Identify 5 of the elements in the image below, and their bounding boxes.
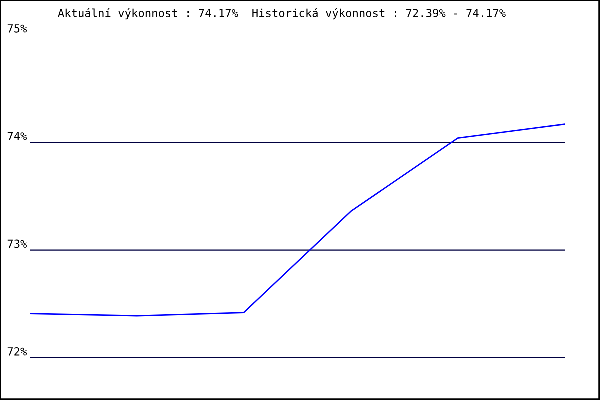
y-tick-label: 74% xyxy=(8,132,28,140)
y-tick-label: 75% xyxy=(8,24,28,33)
y-tick-label: 72% xyxy=(8,347,28,356)
y-tick-label: 73% xyxy=(8,240,28,248)
chart-title: Aktuální výkonnost : 74.17% Historická výkonnost : 72.39% - 74.17% xyxy=(58,8,506,20)
